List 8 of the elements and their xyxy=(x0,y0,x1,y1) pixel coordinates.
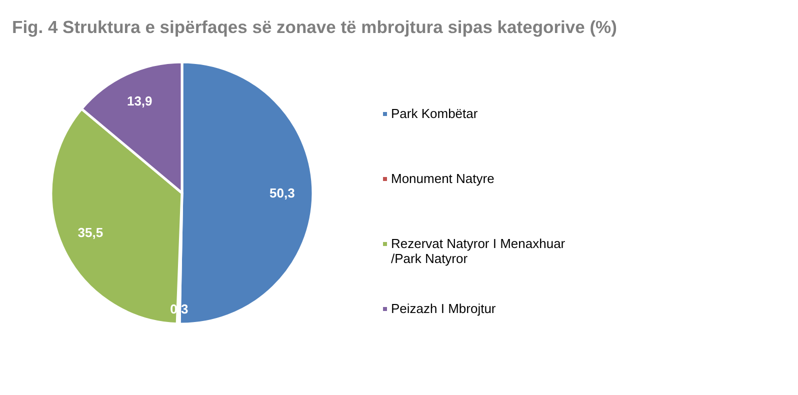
legend-label: Rezervat Natyror I Menaxhuar /Park Natyror xyxy=(391,236,566,266)
data-label: 35,5 xyxy=(78,225,104,240)
chart-title: Fig. 4 Struktura e sipërfaqes së zonave të mbrojtura sipas kategorive (%) xyxy=(12,17,617,37)
legend-label: Monument Natyre xyxy=(391,171,494,186)
data-label: 13,9 xyxy=(126,94,152,109)
data-label: 50,3 xyxy=(270,185,295,200)
legend-label: Park Kombëtar xyxy=(391,106,478,122)
legend-label: Peizazh I Mbrojtur xyxy=(391,301,496,316)
